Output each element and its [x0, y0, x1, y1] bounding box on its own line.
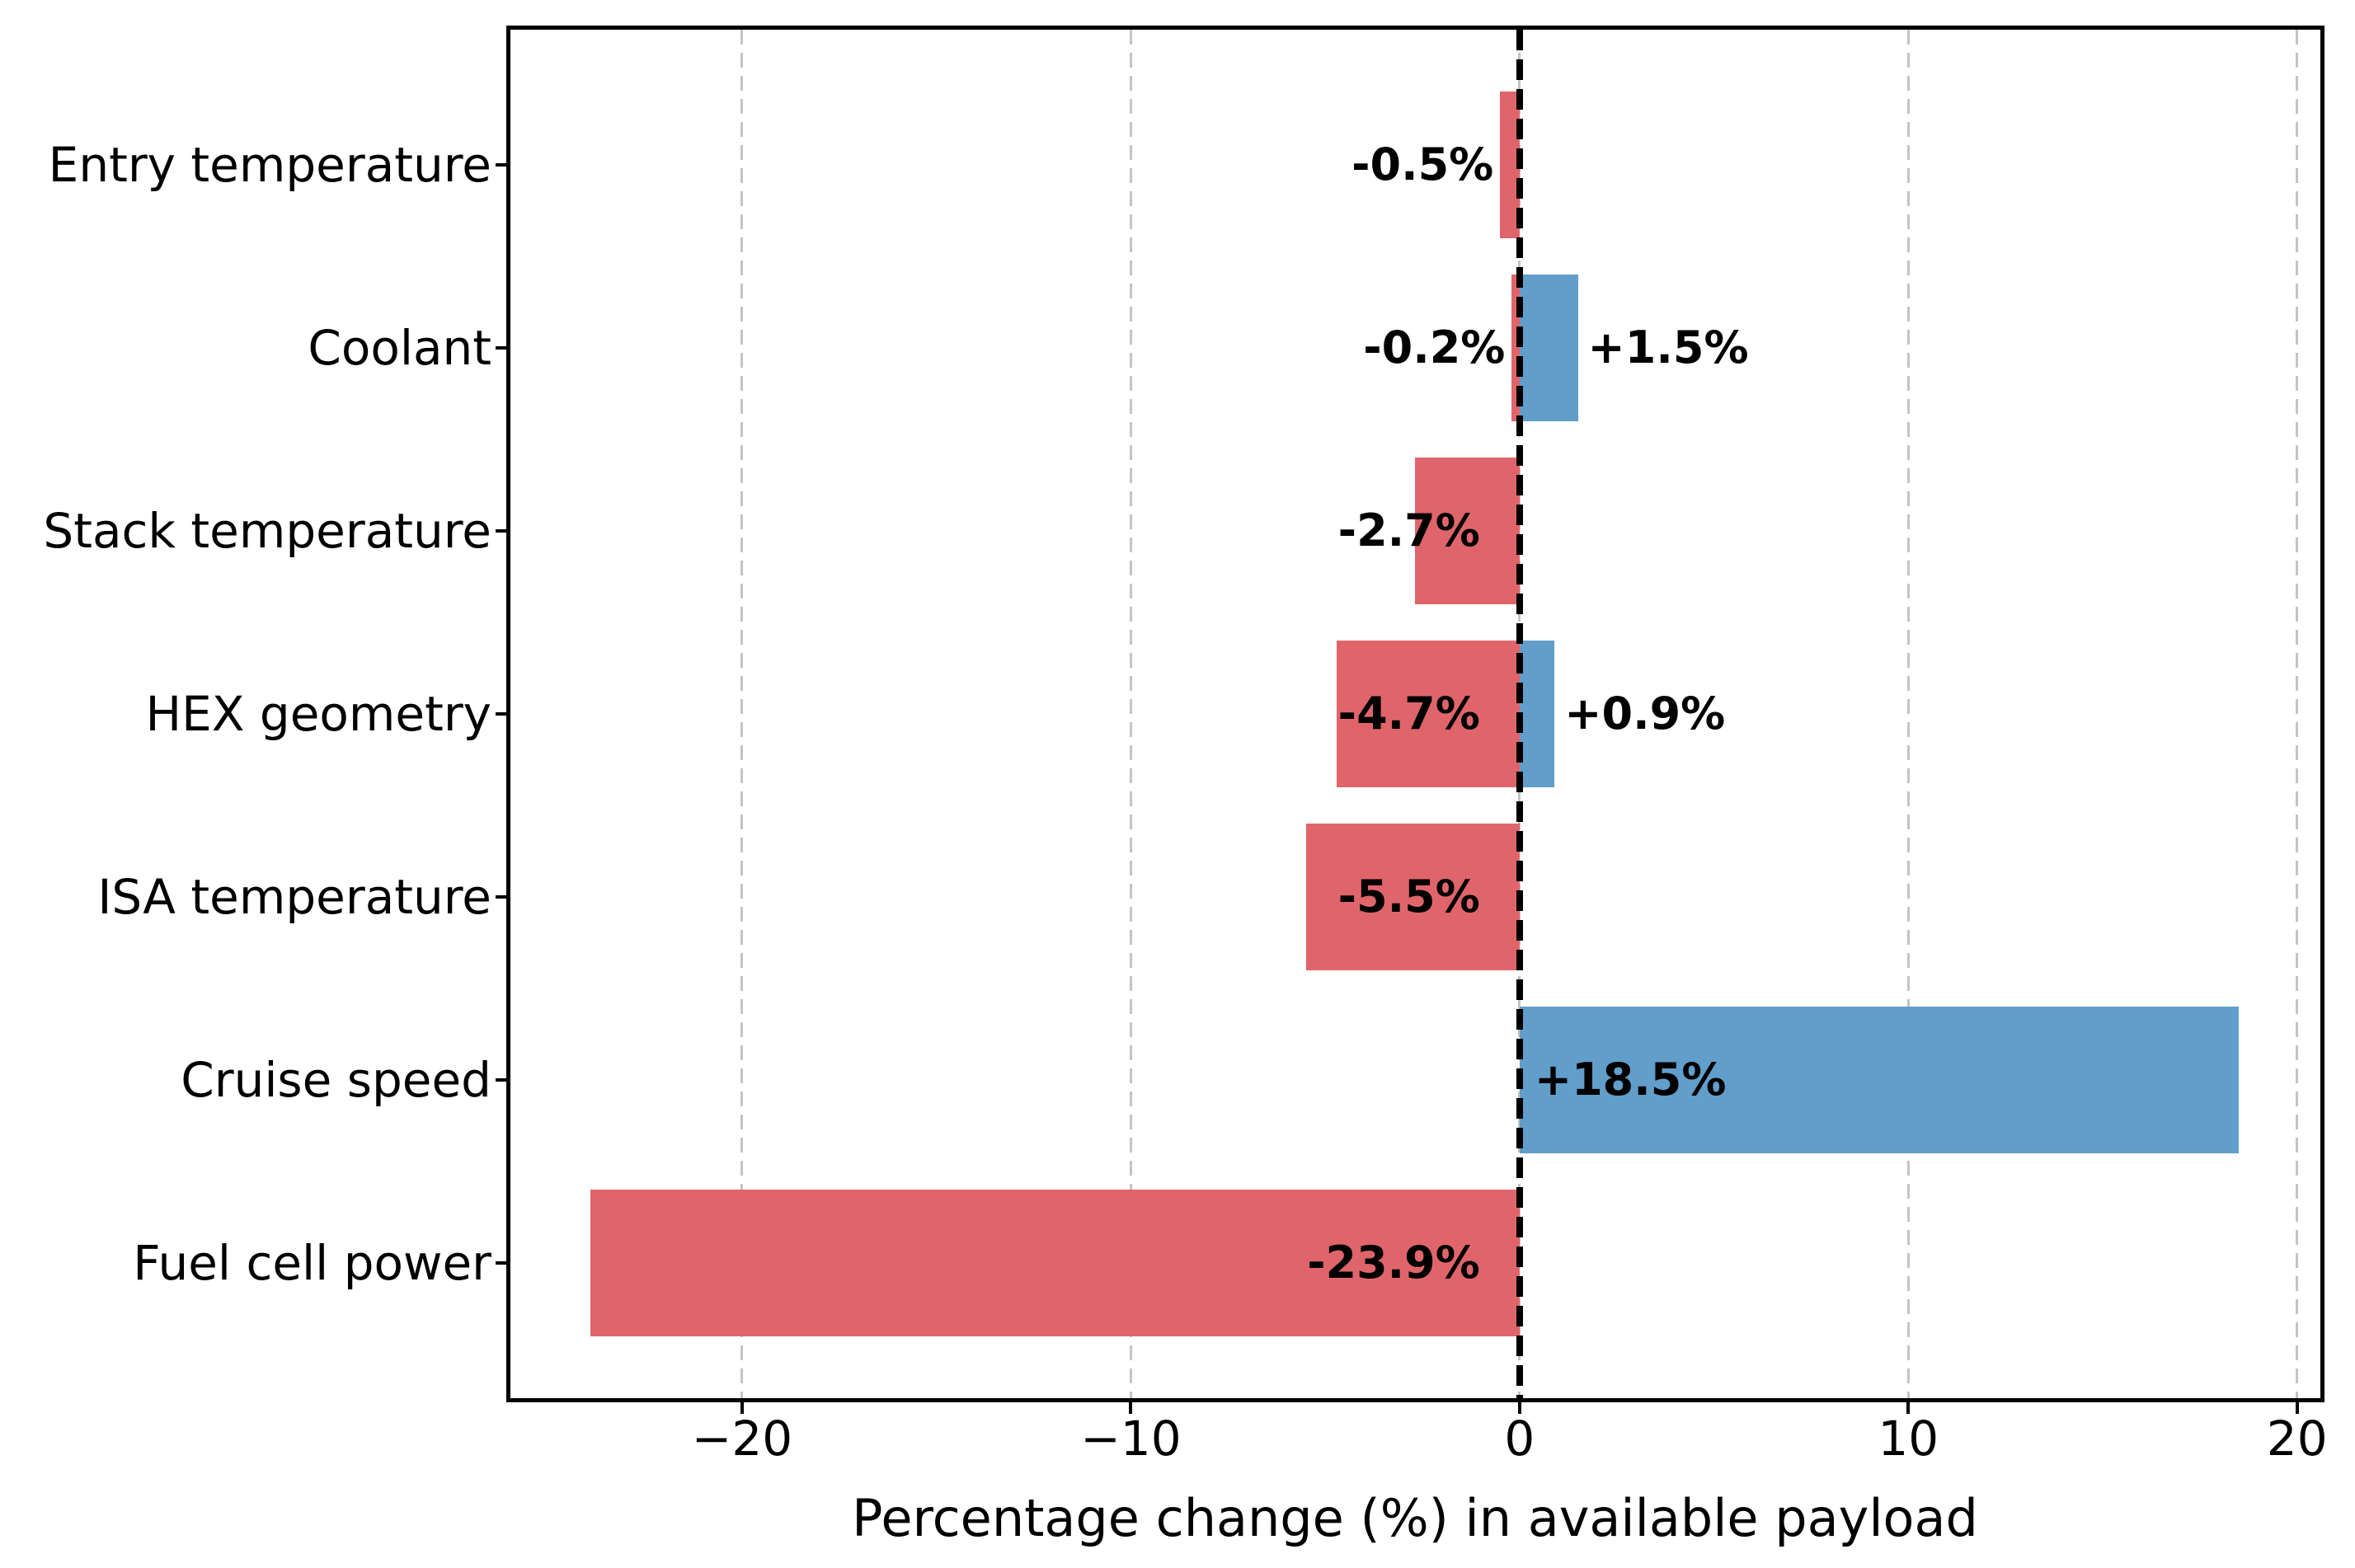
category-label-coolant: Coolant	[308, 320, 491, 377]
category-label-stack-temperature: Stack temperature	[43, 503, 491, 560]
bar-value-label: -4.7%	[1337, 688, 1480, 739]
bar-coolant-negative	[1511, 275, 1520, 421]
bar-value-label: -5.5%	[1337, 870, 1480, 922]
bar-entry-temperature-negative	[1500, 92, 1520, 238]
y-tick	[496, 1261, 506, 1265]
x-tick	[1517, 1402, 1521, 1414]
x-tick-label: 20	[2266, 1411, 2328, 1467]
category-label-cruise-speed: Cruise speed	[181, 1051, 491, 1108]
x-tick-label: −20	[691, 1411, 793, 1467]
plot-area: -0.5% -0.2% +1.5% -2.7% -4.7% +0.9% -5.5% +18.5…	[506, 26, 2324, 1402]
x-tick-label: −10	[1080, 1411, 1182, 1467]
gridline-10	[1906, 30, 1910, 1398]
bar-stack-temperature-negative	[1414, 458, 1520, 604]
x-tick	[1906, 1402, 1911, 1414]
x-tick-label: 10	[1878, 1411, 1939, 1467]
y-tick	[496, 712, 506, 716]
y-tick	[496, 1077, 506, 1082]
x-tick	[740, 1402, 744, 1414]
bar-fuel-cell-power-negative	[590, 1190, 1520, 1336]
x-tick	[2295, 1402, 2299, 1414]
x-axis-label: Percentage change (%) in available paylo…	[852, 1488, 1978, 1548]
zero-reference-line	[1516, 30, 1523, 1398]
bar-value-label: +1.5%	[1587, 322, 1749, 374]
bar-value-label: +18.5%	[1534, 1053, 1727, 1106]
category-label-isa-temperature: ISA temperature	[97, 868, 491, 925]
gridline--10	[1129, 30, 1132, 1398]
bar-coolant-positive	[1519, 275, 1578, 421]
x-tick	[1129, 1402, 1133, 1414]
bar-value-label: +0.9%	[1564, 688, 1726, 739]
bar-value-label: -2.7%	[1337, 505, 1480, 557]
bar-value-label: -0.2%	[1363, 322, 1506, 374]
bar-isa-temperature-negative	[1305, 824, 1520, 970]
bar-value-label: -0.5%	[1351, 138, 1494, 191]
gridline-20	[2296, 30, 2299, 1398]
bar-cruise-speed-positive	[1519, 1007, 2239, 1153]
y-tick	[496, 529, 506, 533]
bar-value-label: -23.9%	[1307, 1236, 1480, 1289]
y-tick	[496, 894, 506, 899]
x-tick-label: 0	[1504, 1411, 1535, 1467]
y-tick	[496, 346, 506, 350]
y-tick	[496, 163, 506, 167]
category-label-fuel-cell-power: Fuel cell power	[133, 1234, 491, 1291]
gridline--20	[740, 30, 744, 1398]
bar-hex-geometry-negative	[1337, 641, 1520, 787]
bar-hex-geometry-positive	[1519, 641, 1555, 787]
category-label-hex-geometry: HEX geometry	[145, 686, 491, 742]
category-label-entry-temperature: Entry temperature	[48, 137, 491, 194]
